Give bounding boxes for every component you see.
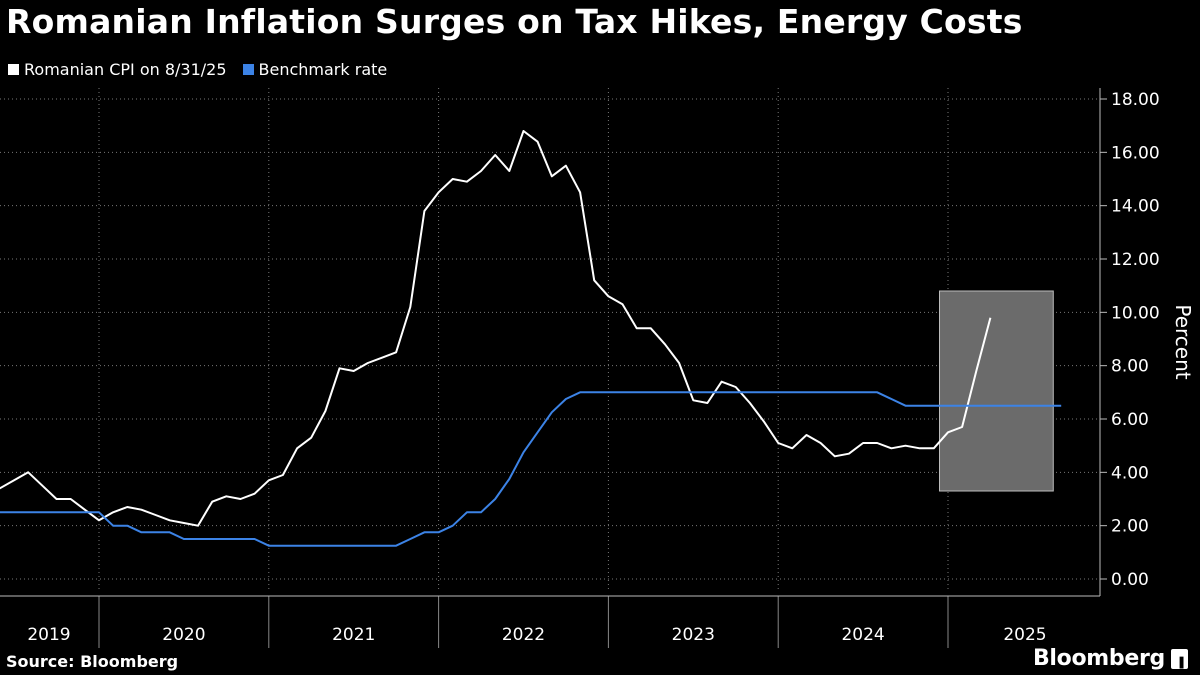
y-tick-label-3: 6.00	[1111, 410, 1149, 430]
chart-title: Romanian Inflation Surges on Tax Hikes, …	[6, 2, 1023, 41]
y-tick-label-8: 16.00	[1111, 143, 1160, 163]
y-axis-title: Percent	[1171, 304, 1195, 379]
x-tick-label-2024: 2024	[841, 625, 884, 645]
source-note: Source: Bloomberg	[6, 652, 179, 671]
legend: Romanian CPI on 8/31/25 Benchmark rate	[8, 60, 387, 79]
legend-swatch-cpi	[8, 64, 19, 75]
series-line-benchmark-rate	[0, 391, 1062, 547]
x-tick-label-2020: 2020	[162, 625, 205, 645]
highlight-box	[939, 290, 1054, 492]
legend-swatch-benchmark	[242, 64, 254, 75]
brand-logo: Bloomberg ▐	[1033, 646, 1188, 671]
y-tick-label-1: 2.00	[1111, 517, 1149, 537]
legend-label-benchmark: Benchmark rate	[258, 60, 388, 79]
x-tick-label-2022: 2022	[502, 625, 545, 645]
legend-label-cpi: Romanian CPI on 8/31/25	[24, 60, 227, 79]
x-tick-label-2019: 2019	[27, 625, 70, 645]
y-tick-label-2: 4.00	[1111, 463, 1149, 483]
y-tick-label-7: 14.00	[1111, 197, 1160, 217]
y-tick-label-9: 18.00	[1111, 90, 1160, 110]
series-line-cpi	[0, 130, 992, 527]
legend-item-benchmark: Benchmark rate	[242, 60, 388, 79]
y-tick-label-5: 10.00	[1111, 303, 1160, 323]
y-tick-label-6: 12.00	[1111, 250, 1160, 270]
bloomberg-logo-icon: ▐	[1171, 648, 1188, 669]
x-tick-label-2021: 2021	[332, 625, 375, 645]
legend-item-cpi: Romanian CPI on 8/31/25	[8, 60, 227, 79]
brand-name: Bloomberg	[1032, 646, 1165, 671]
y-tick-label-0: 0.00	[1111, 570, 1149, 590]
y-tick-label-4: 8.00	[1111, 357, 1149, 377]
x-tick-label-2025: 2025	[1003, 625, 1046, 645]
x-tick-label-2023: 2023	[672, 625, 715, 645]
